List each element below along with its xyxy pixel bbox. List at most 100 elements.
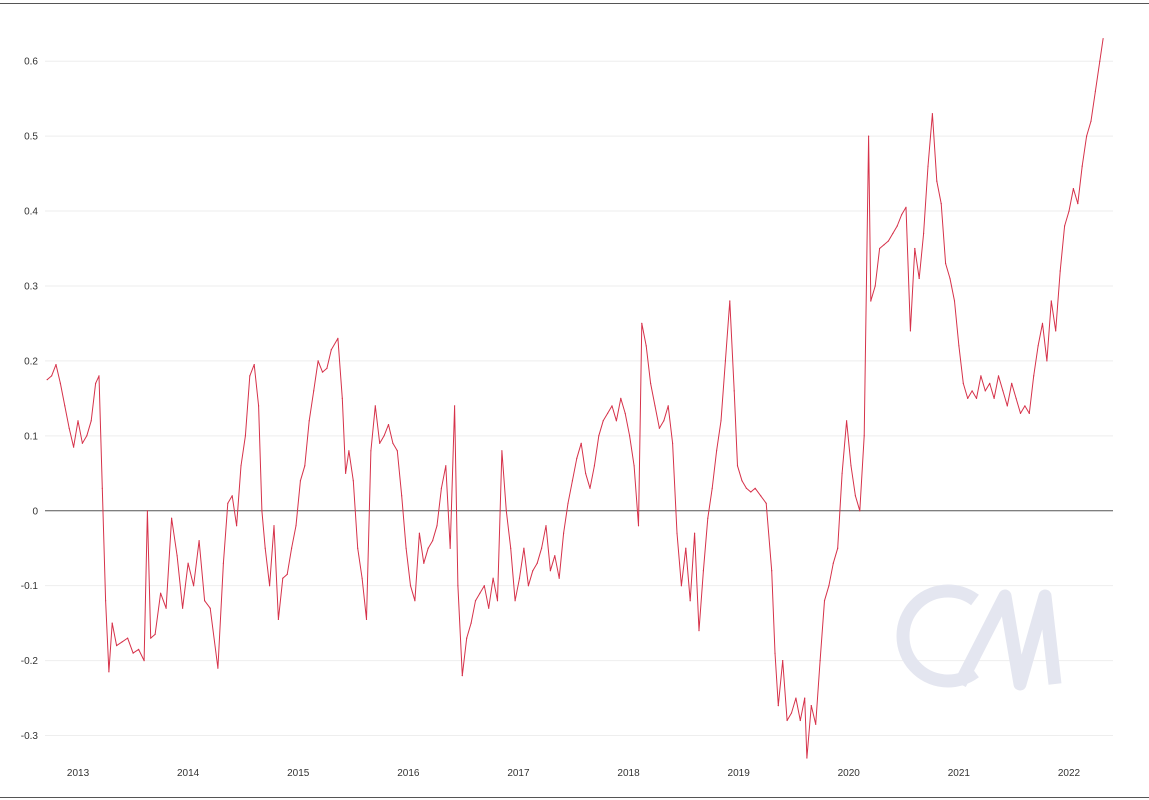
y-tick-label: 0.4: [24, 207, 38, 218]
data-point: [1002, 390, 1004, 392]
data-point: [457, 585, 459, 587]
data-point: [73, 446, 75, 448]
data-point: [466, 637, 468, 639]
data-point: [299, 480, 301, 482]
data-point: [896, 225, 898, 227]
data-point: [765, 502, 767, 504]
data-point: [846, 420, 848, 422]
y-axis-tick-labels: 0.6 0.5 0.4 0.3 0.2 0.1 0 -0.1 -0.2 -0.3: [21, 57, 39, 742]
data-point: [392, 442, 394, 444]
data-point: [461, 675, 463, 677]
data-point: [330, 349, 332, 351]
data-point: [741, 480, 743, 482]
data-point: [707, 517, 709, 519]
data-point: [81, 442, 83, 444]
data-point: [258, 405, 260, 407]
data-point: [1099, 60, 1101, 62]
data-point: [277, 618, 279, 621]
data-point: [837, 547, 839, 549]
data-point: [823, 600, 826, 602]
data-point: [819, 660, 821, 662]
data-point: [1064, 225, 1066, 227]
data-point: [1050, 300, 1052, 302]
data-point: [121, 641, 123, 643]
data-point: [414, 600, 416, 602]
data-point: [1033, 375, 1035, 377]
data-point: [650, 382, 652, 384]
data-point: [887, 240, 890, 242]
data-point: [720, 420, 722, 422]
data-point: [227, 502, 229, 504]
data-point: [405, 547, 407, 549]
data-point: [160, 592, 162, 594]
data-point: [527, 585, 530, 587]
data-point: [680, 585, 683, 587]
data-point: [240, 465, 242, 467]
data-point: [883, 244, 885, 246]
data-point: [927, 165, 929, 167]
data-point: [182, 607, 184, 609]
data-point: [892, 232, 894, 235]
data-point: [68, 427, 70, 429]
data-point: [1090, 120, 1092, 122]
data-point: [654, 405, 656, 407]
data-point: [1072, 188, 1074, 190]
data-point: [870, 300, 872, 302]
data-point: [663, 420, 665, 422]
data-point: [304, 465, 306, 467]
data-point: [1086, 135, 1088, 137]
data-point: [593, 465, 596, 467]
data-point: [918, 277, 920, 280]
data-point: [261, 510, 263, 512]
data-point: [914, 247, 916, 250]
data-point: [923, 232, 925, 235]
data-point: [1024, 405, 1026, 407]
data-point: [379, 442, 381, 444]
series-layer: [46, 38, 1104, 759]
data-point: [1068, 210, 1070, 212]
data-point: [101, 487, 103, 489]
data-point: [436, 525, 438, 527]
y-tick-label: -0.3: [21, 731, 39, 742]
data-point: [236, 525, 238, 527]
data-point: [198, 540, 200, 542]
data-point: [470, 622, 472, 624]
data-point: [217, 667, 219, 669]
y-tick-label: 0.1: [24, 431, 38, 442]
data-point: [841, 472, 843, 474]
data-point: [308, 420, 310, 422]
data-point: [615, 420, 618, 422]
data-point: [64, 405, 66, 407]
data-point: [576, 457, 578, 459]
data-point: [95, 382, 97, 384]
data-point: [733, 390, 735, 392]
data-point: [997, 375, 1000, 377]
data-point: [1094, 90, 1096, 92]
data-point: [672, 442, 674, 444]
data-point: [958, 345, 960, 347]
data-point: [832, 562, 834, 564]
data-point: [264, 547, 266, 549]
data-point: [804, 697, 806, 699]
data-point: [940, 203, 942, 205]
data-point: [868, 135, 870, 137]
data-point: [975, 397, 978, 399]
y-tick-label: -0.1: [21, 581, 39, 592]
data-point: [483, 585, 485, 587]
x-tick-label: 2015: [287, 768, 310, 779]
data-point: [1019, 412, 1022, 414]
data-point: [545, 525, 547, 527]
data-point: [676, 532, 678, 534]
data-point: [667, 405, 669, 407]
data-point: [620, 397, 622, 399]
data-point: [345, 472, 347, 474]
data-point: [231, 495, 233, 497]
data-point: [321, 371, 324, 373]
data-point: [795, 697, 797, 699]
data-point: [571, 480, 574, 482]
y-tick-label: -0.2: [21, 656, 39, 667]
data-point: [370, 450, 372, 452]
data-point: [945, 262, 947, 265]
data-point: [1081, 165, 1083, 167]
